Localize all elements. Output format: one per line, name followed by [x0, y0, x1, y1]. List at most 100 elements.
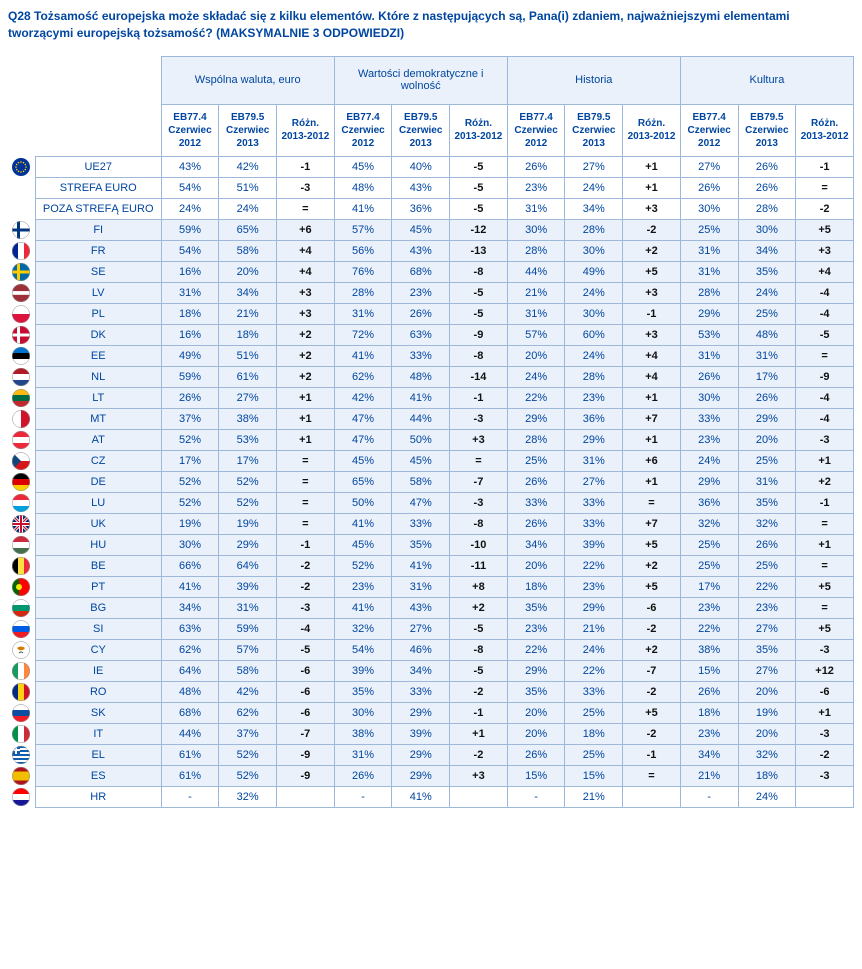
value-cell: 24% [565, 345, 623, 366]
diff-cell: -8 [450, 513, 508, 534]
value-cell: 48% [738, 324, 796, 345]
value-cell: 36% [392, 198, 450, 219]
diff-cell: -2 [623, 618, 681, 639]
value-cell: 54% [161, 240, 219, 261]
value-cell: 32% [334, 618, 392, 639]
diff-cell: +1 [623, 156, 681, 177]
diff-cell: +2 [277, 345, 335, 366]
flag-icon [8, 366, 35, 387]
value-cell: 31% [680, 240, 738, 261]
value-cell: 34% [565, 198, 623, 219]
value-cell: 66% [161, 555, 219, 576]
row-label: CY [35, 639, 161, 660]
value-cell: 52% [219, 492, 277, 513]
value-cell: 18% [565, 723, 623, 744]
value-cell: 63% [161, 618, 219, 639]
diff-cell: = [277, 471, 335, 492]
diff-cell: -7 [277, 723, 335, 744]
diff-cell: -4 [796, 303, 854, 324]
value-cell: 22% [680, 618, 738, 639]
value-cell: 31% [507, 303, 565, 324]
country-row: HR-32%-41%-21%-24% [8, 786, 854, 807]
diff-cell: -9 [796, 366, 854, 387]
value-cell: 41% [334, 513, 392, 534]
value-cell: 41% [392, 555, 450, 576]
diff-cell: -1 [450, 387, 508, 408]
value-cell: 34% [507, 534, 565, 555]
value-cell: 31% [565, 450, 623, 471]
header-row-sub: EB77.4Czerwiec2012EB79.5Czerwiec2013Różn… [8, 104, 854, 156]
value-cell: 18% [507, 576, 565, 597]
aggregate-row: STREFA EURO54%51%-348%43%-523%24%+126%26… [8, 177, 854, 198]
country-row: FI59%65%+657%45%-1230%28%-225%30%+5 [8, 219, 854, 240]
value-cell: 17% [219, 450, 277, 471]
diff-cell [450, 786, 508, 807]
flag-icon [8, 576, 35, 597]
value-cell: 42% [219, 156, 277, 177]
value-cell: 41% [392, 387, 450, 408]
diff-cell: -1 [796, 156, 854, 177]
value-cell: 23% [507, 618, 565, 639]
diff-cell: -3 [796, 639, 854, 660]
country-row: DK16%18%+272%63%-957%60%+353%48%-5 [8, 324, 854, 345]
value-cell: 25% [738, 303, 796, 324]
diff-cell: +4 [277, 240, 335, 261]
diff-cell: +3 [623, 282, 681, 303]
value-cell: 29% [680, 471, 738, 492]
value-cell: 37% [219, 723, 277, 744]
diff-cell: -2 [796, 198, 854, 219]
value-cell: 28% [507, 240, 565, 261]
value-cell: 23% [738, 597, 796, 618]
diff-cell: -4 [796, 408, 854, 429]
value-cell: 28% [738, 198, 796, 219]
row-label: LU [35, 492, 161, 513]
diff-cell: -4 [796, 282, 854, 303]
diff-cell: -5 [277, 639, 335, 660]
flag-icon [8, 660, 35, 681]
value-cell: 35% [738, 492, 796, 513]
value-cell: 29% [565, 429, 623, 450]
value-cell: 62% [219, 702, 277, 723]
value-cell: 20% [738, 723, 796, 744]
country-row: BE66%64%-252%41%-1120%22%+225%25%= [8, 555, 854, 576]
value-cell: 39% [392, 723, 450, 744]
diff-cell: +5 [623, 534, 681, 555]
row-label: NL [35, 366, 161, 387]
diff-cell: -6 [796, 681, 854, 702]
diff-cell [277, 786, 335, 807]
value-cell: 29% [738, 408, 796, 429]
value-cell: 24% [738, 282, 796, 303]
value-cell: 25% [680, 555, 738, 576]
diff-cell: = [796, 513, 854, 534]
flag-icon [8, 303, 35, 324]
value-cell: 41% [392, 786, 450, 807]
sub-header: EB79.5Czerwiec2013 [219, 104, 277, 156]
value-cell: 19% [738, 702, 796, 723]
sub-header: Różn.2013-2012 [277, 104, 335, 156]
country-row: SK68%62%-630%29%-120%25%+518%19%+1 [8, 702, 854, 723]
value-cell: 20% [507, 555, 565, 576]
diff-cell: +2 [277, 366, 335, 387]
value-cell: 18% [738, 765, 796, 786]
value-cell: 52% [161, 429, 219, 450]
diff-cell: +4 [623, 366, 681, 387]
diff-cell: -5 [450, 303, 508, 324]
diff-cell: -3 [796, 765, 854, 786]
value-cell: 51% [219, 345, 277, 366]
value-cell: 20% [507, 702, 565, 723]
value-cell: 33% [392, 345, 450, 366]
value-cell: 52% [219, 744, 277, 765]
diff-cell: -6 [277, 702, 335, 723]
value-cell: 57% [507, 324, 565, 345]
value-cell: 23% [392, 282, 450, 303]
value-cell: 31% [680, 345, 738, 366]
diff-cell: -2 [277, 555, 335, 576]
diff-cell: +7 [623, 513, 681, 534]
country-row: CZ17%17%=45%45%=25%31%+624%25%+1 [8, 450, 854, 471]
sub-header: EB77.4Czerwiec2012 [161, 104, 219, 156]
value-cell: 26% [507, 513, 565, 534]
value-cell: - [680, 786, 738, 807]
flag-icon [8, 408, 35, 429]
data-table: Wspólna waluta, euro Wartości demokratyc… [8, 56, 854, 808]
diff-cell: +2 [450, 597, 508, 618]
